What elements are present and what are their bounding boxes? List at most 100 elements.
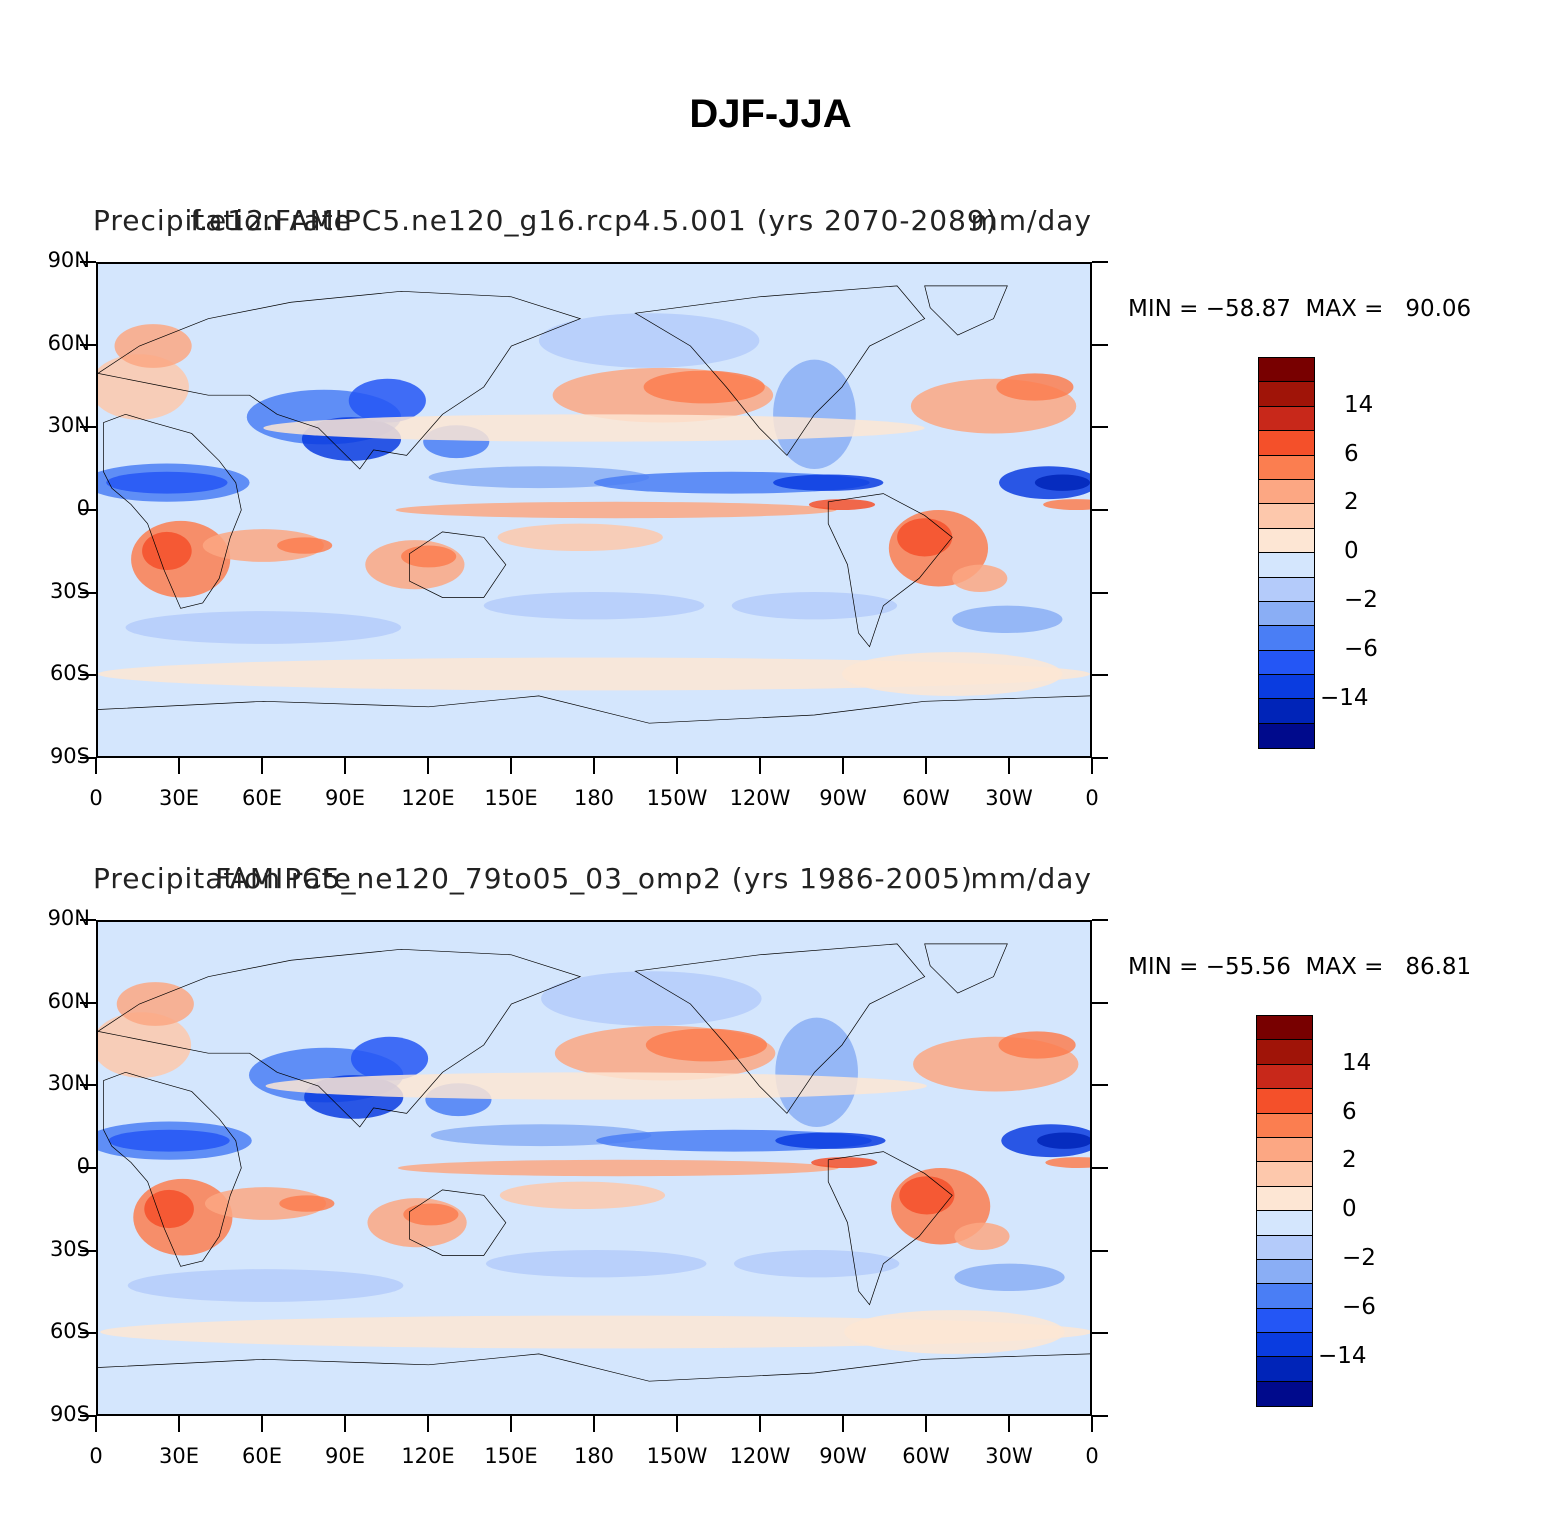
x-tick-mark (178, 1416, 180, 1432)
colorbar-segment (1259, 479, 1314, 505)
colorbar-segment (1259, 382, 1314, 407)
y-tick-mark (1092, 757, 1108, 759)
y-tick-mark (80, 261, 96, 263)
precipitation-difference-field (98, 922, 1090, 1414)
contour-region (899, 1176, 955, 1215)
panel-2-min-max: MIN = −55.56 MAX = 86.81 (1128, 954, 1471, 980)
x-tick-mark (842, 1416, 844, 1432)
contour-region (842, 652, 1063, 696)
max-value: 90.06 (1405, 296, 1472, 322)
coastline (104, 1072, 242, 1266)
coastline (98, 291, 580, 469)
contour-region (116, 982, 194, 1026)
x-tick-label: 150E (484, 1444, 538, 1468)
contour-region (108, 1129, 230, 1152)
contour-region (499, 1181, 666, 1209)
x-tick-label: 60W (902, 786, 950, 810)
contour-region (265, 1072, 927, 1100)
x-tick-mark (593, 1416, 595, 1432)
contour-region (954, 1222, 1010, 1250)
contour-region (497, 523, 663, 551)
colorbar-segment (1259, 455, 1314, 480)
x-tick-label: 150W (646, 786, 708, 810)
min-label: MIN = (1128, 296, 1199, 322)
panel-2-units: mm/day (970, 862, 1092, 895)
colorbar-label: 2 (1344, 489, 1359, 516)
x-tick-label: 0 (1085, 1444, 1099, 1468)
x-tick-label: 120W (729, 786, 791, 810)
y-tick-label: 60N (47, 988, 90, 1013)
contour-region (350, 1036, 429, 1081)
contour-region (897, 518, 953, 557)
colorbar-segment (1257, 1162, 1312, 1187)
y-tick-mark (80, 1084, 96, 1087)
colorbar-label: 0 (1342, 1196, 1357, 1223)
x-tick-mark (1091, 1416, 1093, 1432)
contour-region (645, 1028, 768, 1062)
x-tick-mark (759, 1416, 761, 1432)
contour-region (952, 564, 1008, 592)
panel-1-units: mm/day (970, 204, 1092, 237)
colorbar-segment (1259, 504, 1314, 529)
x-tick-label: 180 (573, 1444, 615, 1468)
x-tick-mark (925, 1416, 927, 1432)
x-tick-label: 30E (159, 1444, 199, 1468)
x-tick-mark (676, 758, 678, 774)
y-tick-mark (1092, 1084, 1108, 1087)
y-tick-label: 60N (47, 330, 90, 355)
y-tick-mark (1092, 1415, 1108, 1417)
y-tick-label: 90N (47, 248, 90, 272)
contour-region (142, 531, 192, 571)
contour-region (773, 474, 884, 491)
contour-region (538, 313, 760, 368)
coastline (98, 696, 1090, 723)
x-tick-label: 120E (401, 786, 455, 810)
contour-region (348, 378, 426, 423)
figure-title: DJF-JJA (689, 92, 852, 136)
y-tick-mark (1092, 343, 1108, 346)
y-tick-mark (80, 509, 96, 511)
colorbar-label: 0 (1344, 538, 1359, 565)
contour-region (1037, 1132, 1090, 1149)
contour-region (998, 1031, 1076, 1059)
contour-region (395, 501, 837, 519)
coastline (104, 414, 242, 608)
y-tick-label: 30S (49, 578, 90, 603)
colorbar-segment (1257, 1016, 1312, 1041)
panel-2-center-title: FAMIPC5_ne120_79to05_03_omp2 (yrs 1986-2… (215, 862, 973, 895)
coastline (635, 286, 924, 455)
x-tick-label: 90E (325, 1444, 365, 1468)
y-tick-mark (1092, 674, 1108, 677)
contour-region (1045, 1157, 1090, 1168)
contour-region (643, 370, 765, 404)
x-tick-mark (1091, 758, 1093, 774)
colorbar-segment (1257, 1064, 1312, 1090)
x-tick-label: 60W (902, 1444, 950, 1468)
x-tick-label: 90E (325, 786, 365, 810)
contour-region (731, 592, 898, 620)
panel-1-min-max: MIN = −58.87 MAX = 90.06 (1128, 296, 1471, 322)
contour-region (403, 1203, 459, 1226)
min-value: −55.56 (1205, 954, 1291, 980)
colorbar-segment (1257, 1235, 1312, 1260)
coastline (98, 949, 580, 1127)
x-tick-mark (593, 758, 595, 774)
max-label: MAX = (1305, 954, 1384, 980)
contour-region (397, 1159, 839, 1177)
colorbar-segment (1259, 723, 1314, 749)
contour-region (144, 1189, 194, 1229)
x-tick-label: 30W (985, 1444, 1033, 1468)
coastline (635, 944, 924, 1113)
y-tick-mark (80, 757, 96, 759)
max-label: MAX = (1305, 296, 1384, 322)
y-tick-mark (1092, 1332, 1108, 1335)
colorbar-segment (1259, 577, 1314, 602)
y-tick-mark (80, 1332, 96, 1335)
y-tick-mark (1092, 509, 1108, 511)
panel-2-map (96, 920, 1092, 1416)
x-tick-mark (344, 758, 346, 774)
colorbar-segment (1259, 528, 1314, 554)
contour-region (100, 1315, 1090, 1349)
y-tick-mark (1092, 1249, 1108, 1252)
colorbar-segment (1257, 1284, 1312, 1309)
